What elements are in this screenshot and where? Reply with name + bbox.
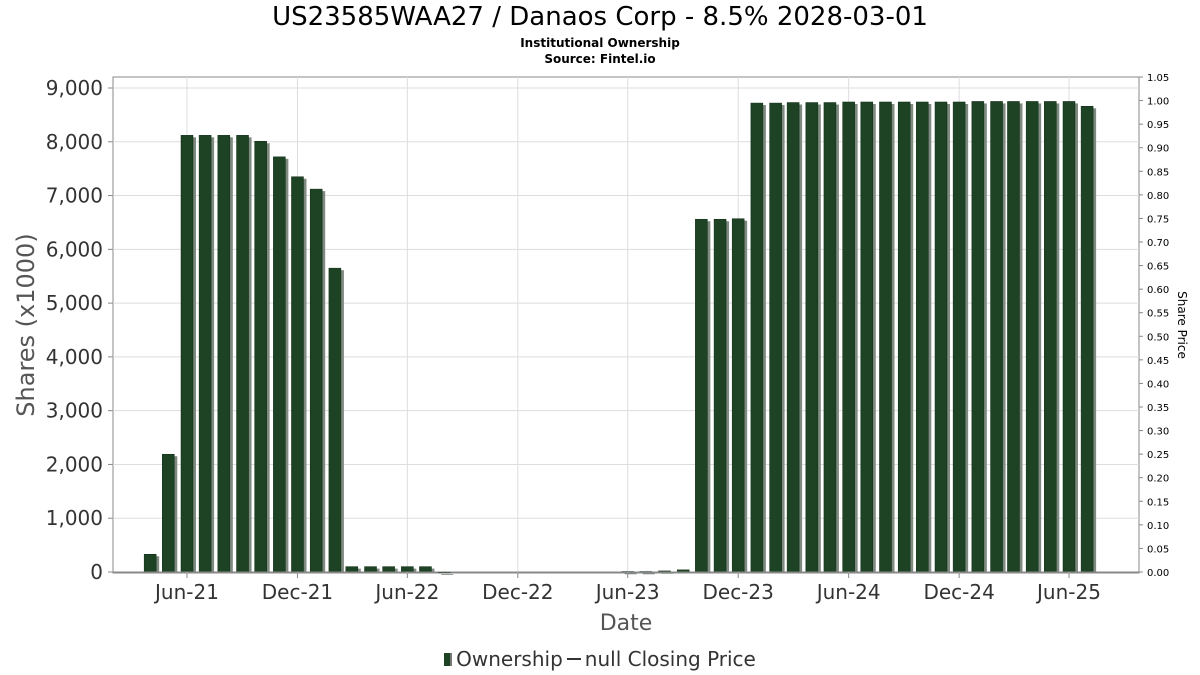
legend-ownership-label: Ownership: [456, 647, 563, 671]
ownership-bar: [750, 102, 764, 573]
ownership-bar: [916, 101, 929, 573]
ownership-bar: [273, 156, 286, 573]
y2-tick-label: 1.00: [1147, 97, 1169, 108]
y-tick-label: 8,000: [46, 130, 103, 154]
y2-tick-label: 0.15: [1147, 497, 1169, 508]
ownership-bar: [143, 554, 157, 573]
y2-tick-label: 0.25: [1147, 450, 1169, 461]
ownership-bar: [952, 101, 966, 573]
ownership-bar: [1044, 101, 1057, 573]
ownership-bar: [309, 188, 323, 573]
y-axis-label: Shares (x1000): [12, 233, 40, 416]
ownership-bar: [1080, 106, 1094, 573]
ownership-bar: [217, 135, 231, 573]
x-tick-label: Dec-21: [262, 580, 333, 604]
ownership-bar: [934, 101, 948, 573]
y2-tick-label: 0.35: [1147, 403, 1169, 414]
x-tick-label: Jun-21: [153, 580, 219, 604]
y2-tick-label: 0.45: [1147, 356, 1169, 367]
ownership-bar: [731, 218, 745, 573]
x-tick-label: Dec-22: [482, 580, 553, 604]
chart-title: US23585WAA27 / Danaos Corp - 8.5% 2028-0…: [272, 2, 928, 32]
ownership-bar: [823, 102, 837, 573]
closing-price-legend-line: [566, 658, 581, 660]
y-tick-label: 7,000: [46, 184, 103, 208]
y2-tick-label: 0.00: [1147, 568, 1169, 579]
y-tick-label: 1,000: [46, 506, 103, 530]
y2-tick-label: 0.50: [1147, 332, 1169, 343]
bar-shadow: [642, 573, 655, 575]
ownership-bar: [254, 140, 267, 573]
ownership-bar: [990, 101, 1003, 573]
x-tick-label: Dec-23: [702, 580, 773, 604]
bar-shadow: [661, 572, 674, 574]
y2-tick-label: 0.60: [1147, 285, 1169, 296]
ownership-bar: [180, 135, 194, 573]
x-tick-label: Jun-24: [815, 580, 881, 604]
y2-tick-label: 0.90: [1147, 144, 1169, 155]
ownership-bar: [382, 566, 395, 573]
bar-series: [143, 101, 1097, 575]
y-tick-label: 0: [90, 560, 103, 584]
y2-tick-label: 0.05: [1147, 544, 1169, 555]
y2-tick-label: 0.30: [1147, 427, 1169, 438]
ownership-bar: [401, 566, 414, 573]
y2-tick-label: 0.20: [1147, 474, 1169, 485]
y2-tick-label: 0.85: [1147, 167, 1169, 178]
ownership-bar: [236, 135, 249, 573]
y2-axis-label: Share Price: [1175, 291, 1189, 359]
ownership-bar: [769, 102, 782, 573]
x-axis-label: Date: [600, 611, 653, 636]
ownership-bar: [345, 566, 359, 573]
bar-shadow: [624, 573, 637, 575]
y2-tick-label: 0.55: [1147, 309, 1169, 320]
y2-tick-label: 1.05: [1147, 73, 1169, 84]
ownership-bar: [695, 218, 708, 573]
legend: Ownership null Closing Price: [0, 647, 1200, 671]
chart-source: Source: Fintel.io: [544, 52, 656, 66]
y-tick-label: 9,000: [46, 76, 103, 100]
ownership-bar: [1062, 101, 1076, 573]
ownership-bar: [328, 267, 342, 573]
y-tick-label: 5,000: [46, 291, 103, 315]
ownership-bar: [879, 101, 892, 573]
x-tick-label: Jun-23: [594, 580, 660, 604]
ownership-bar: [860, 101, 874, 573]
y-axis-right: 0.00 0.05 0.10 0.15 0.20 0.25 0.30 0.35 0.40 0.45…: [1139, 73, 1169, 579]
y2-tick-label: 0.70: [1147, 238, 1169, 249]
y-axis-left: 0 1,000 2,000 3,000 4,000 5,000 6,000 7,000 8,00…: [46, 76, 113, 584]
ownership-bar: [1007, 101, 1020, 573]
ownership-bar: [842, 101, 855, 573]
x-tick-label: Dec-24: [923, 580, 994, 604]
x-axis: Jun-21 Dec-21 Jun-22 Dec-22 Jun-23 Dec-23 Jun-…: [113, 571, 1139, 604]
ownership-bar: [971, 101, 985, 573]
y2-tick-label: 0.65: [1147, 262, 1169, 273]
chart-subtitle: Institutional Ownership: [520, 36, 680, 50]
y2-tick-label: 0.95: [1147, 120, 1169, 131]
ownership-bar: [713, 218, 727, 573]
y2-tick-label: 0.80: [1147, 191, 1169, 202]
y2-tick-label: 0.75: [1147, 214, 1169, 225]
y-tick-label: 2,000: [46, 452, 103, 476]
ownership-bar: [1025, 101, 1039, 573]
ownership-bar: [805, 102, 819, 573]
bar-shadow: [441, 574, 454, 575]
legend-closing-price-label: null Closing Price: [584, 647, 756, 671]
x-tick-label: Jun-22: [373, 580, 439, 604]
ownership-bar: [162, 453, 175, 573]
y-tick-label: 3,000: [46, 399, 103, 423]
x-tick-label: Jun-25: [1035, 580, 1101, 604]
y2-tick-label: 0.40: [1147, 379, 1169, 390]
y-tick-label: 4,000: [46, 345, 103, 369]
ownership-bar: [291, 176, 304, 573]
y-tick-label: 6,000: [46, 237, 103, 261]
ownership-bar: [786, 102, 800, 573]
y2-tick-label: 0.10: [1147, 521, 1169, 532]
ownership-legend-swatch: [444, 653, 453, 666]
ownership-bar: [419, 566, 432, 573]
ownership-bar: [364, 566, 377, 573]
ownership-bar: [897, 101, 911, 573]
ownership-bar: [198, 135, 212, 573]
